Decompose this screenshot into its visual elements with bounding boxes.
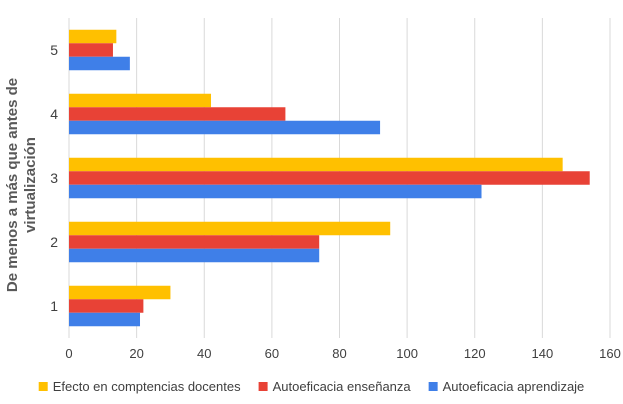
legend-swatch-1 [38,382,48,391]
y-axis-label-line2: virtualización [22,137,39,233]
y-axis-label-line1: De menos a más que antes de [4,78,21,292]
legend-label-3: Autoeficacia aprendizaje [443,379,585,394]
x-tick-label: 120 [464,346,486,361]
bar-5-series-2 [69,43,113,57]
bar-1-series-3 [69,312,141,327]
y-tick-label: 2 [50,234,58,250]
x-tick-label: 100 [396,346,418,361]
x-tick-label: 0 [65,346,72,361]
y-tick-label: 3 [50,170,58,186]
legend-swatch-2 [258,382,268,391]
bar-2-series-2 [69,235,320,249]
bar-3-series-3 [69,184,482,199]
legend-label-2: Autoeficacia enseñanza [273,379,412,394]
legend: Efecto en comptencias docentes Autoeficac… [38,379,585,394]
bar-1-series-1 [69,285,171,300]
legend-swatch-3 [428,382,438,391]
bar-1-series-2 [69,299,144,313]
x-tick-label: 60 [265,346,279,361]
x-tick-label: 160 [599,346,621,361]
bar-4-series-3 [69,120,381,135]
bar-2-series-1 [69,221,391,236]
x-tick-label: 80 [332,346,346,361]
x-tick-label: 140 [532,346,554,361]
y-tick-label: 1 [50,298,58,314]
bar-3-series-1 [69,157,563,172]
y-tick-label: 5 [50,42,58,58]
x-tick-label: 40 [197,346,211,361]
bar-5-series-3 [69,56,130,71]
bar-4-series-1 [69,93,212,108]
bars [69,29,590,327]
bar-3-series-2 [69,171,590,185]
legend-label-1: Efecto en comptencias docentes [53,379,241,394]
x-tick-label: 20 [129,346,143,361]
x-axis-ticks: 0 20 40 60 80 100 120 140 160 [65,346,620,361]
bar-2-series-3 [69,248,320,263]
bar-4-series-2 [69,107,286,121]
y-axis-ticks: 1 2 3 4 5 [50,42,58,314]
y-tick-label: 4 [50,106,58,122]
bar-5-series-1 [69,29,117,44]
